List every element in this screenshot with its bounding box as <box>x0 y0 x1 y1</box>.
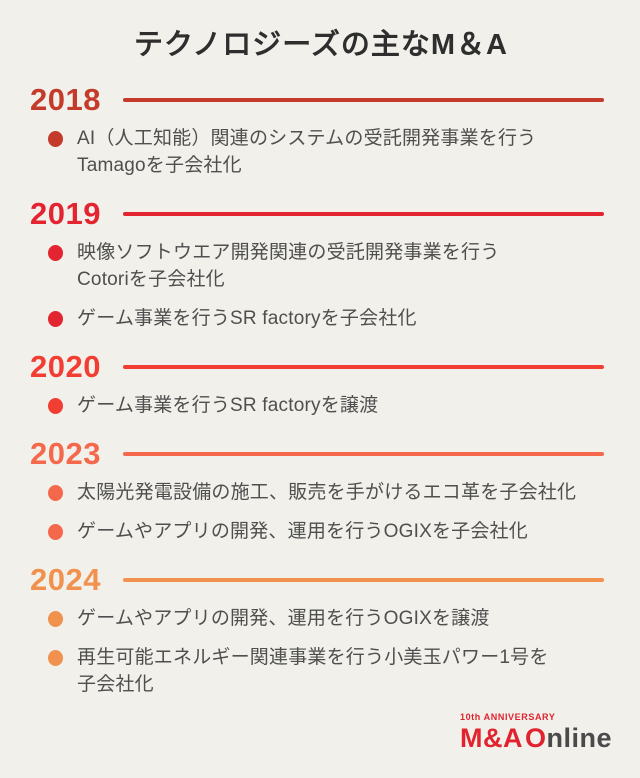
year-rule-line <box>122 452 604 456</box>
year-header-2024: 2024 <box>30 563 612 597</box>
timeline-item-text: 太陽光発電設備の施工、販売を手がけるエコ革を子会社化 <box>77 482 577 503</box>
timeline-section-2020: 2020 ゲーム事業を行うSR factoryを譲渡 <box>30 350 612 419</box>
bullet-dot-icon <box>48 611 63 627</box>
timeline-item: ゲーム事業を行うSR factoryを譲渡 <box>48 392 612 419</box>
bullet-dot-icon <box>48 650 63 666</box>
logo-ma-part: M&A <box>459 723 523 753</box>
year-label-2023: 2023 <box>30 436 101 471</box>
timeline-item: ゲーム事業を行うSR factoryを子会社化 <box>48 305 612 332</box>
logo-o-part: O <box>524 723 547 753</box>
year-rule-line <box>122 212 604 216</box>
year-header-2020: 2020 <box>30 350 612 384</box>
timeline-item-text: 映像ソフトウエア開発関連の受託開発事業を行う Cotoriを子会社化 <box>77 242 500 290</box>
timeline-item: AI（人工知能）関連のシステムの受託開発事業を行う Tamagoを子会社化 <box>48 125 612 179</box>
year-label-2018: 2018 <box>30 82 101 117</box>
year-header-2023: 2023 <box>30 437 612 471</box>
bullet-dot-icon <box>48 245 63 261</box>
bullet-dot-icon <box>48 131 63 147</box>
page-title: テクノロジーズの主なM＆A <box>134 29 508 61</box>
timeline-item: ゲームやアプリの開発、運用を行うOGIXを譲渡 <box>48 605 612 632</box>
year-label-2019: 2019 <box>30 196 101 231</box>
timeline-item-text: AI（人工知能）関連のシステムの受託開発事業を行う Tamagoを子会社化 <box>77 128 537 176</box>
year-rule-line <box>122 98 604 102</box>
bullet-dot-icon <box>48 398 63 414</box>
maonline-logo-text: M&AOnline <box>460 723 612 753</box>
timeline-item-text: ゲーム事業を行うSR factoryを譲渡 <box>77 395 379 416</box>
year-rule-line <box>122 578 604 582</box>
year-header-2019: 2019 <box>30 197 612 231</box>
year-header-2018: 2018 <box>30 83 612 117</box>
timeline-section-2018: 2018 AI（人工知能）関連のシステムの受託開発事業を行う Tamagoを子会… <box>30 83 612 179</box>
year-rule-line <box>122 365 604 369</box>
timeline-item: 太陽光発電設備の施工、販売を手がけるエコ革を子会社化 <box>48 479 612 506</box>
timeline-item: 再生可能エネルギー関連事業を行う小美玉パワー1号を 子会社化 <box>48 644 612 698</box>
timeline-item: 映像ソフトウエア開発関連の受託開発事業を行う Cotoriを子会社化 <box>48 239 612 293</box>
timeline-item: ゲームやアプリの開発、運用を行うOGIXを子会社化 <box>48 518 612 545</box>
logo-nline-part: nline <box>546 723 612 753</box>
bullet-dot-icon <box>48 485 63 501</box>
timeline-item-text: 再生可能エネルギー関連事業を行う小美玉パワー1号を 子会社化 <box>77 647 549 695</box>
timeline-section-2019: 2019 映像ソフトウエア開発関連の受託開発事業を行う Cotoriを子会社化 … <box>30 197 612 332</box>
bullet-dot-icon <box>48 311 63 327</box>
timeline-section-2023: 2023 太陽光発電設備の施工、販売を手がけるエコ革を子会社化 ゲームやアプリの… <box>30 437 612 545</box>
bullet-dot-icon <box>48 524 63 540</box>
timeline-item-text: ゲームやアプリの開発、運用を行うOGIXを子会社化 <box>77 521 528 542</box>
anniversary-label: 10th ANNIVERSARY <box>459 712 556 722</box>
timeline-item-text: ゲームやアプリの開発、運用を行うOGIXを譲渡 <box>77 608 490 629</box>
timeline-section-2024: 2024 ゲームやアプリの開発、運用を行うOGIXを譲渡 再生可能エネルギー関連… <box>30 563 612 698</box>
year-label-2020: 2020 <box>30 349 101 384</box>
timeline-item-text: ゲーム事業を行うSR factoryを子会社化 <box>77 308 417 329</box>
year-label-2024: 2024 <box>30 562 101 597</box>
maonline-logo: 10th ANNIVERSARY M&AOnline <box>460 712 612 753</box>
